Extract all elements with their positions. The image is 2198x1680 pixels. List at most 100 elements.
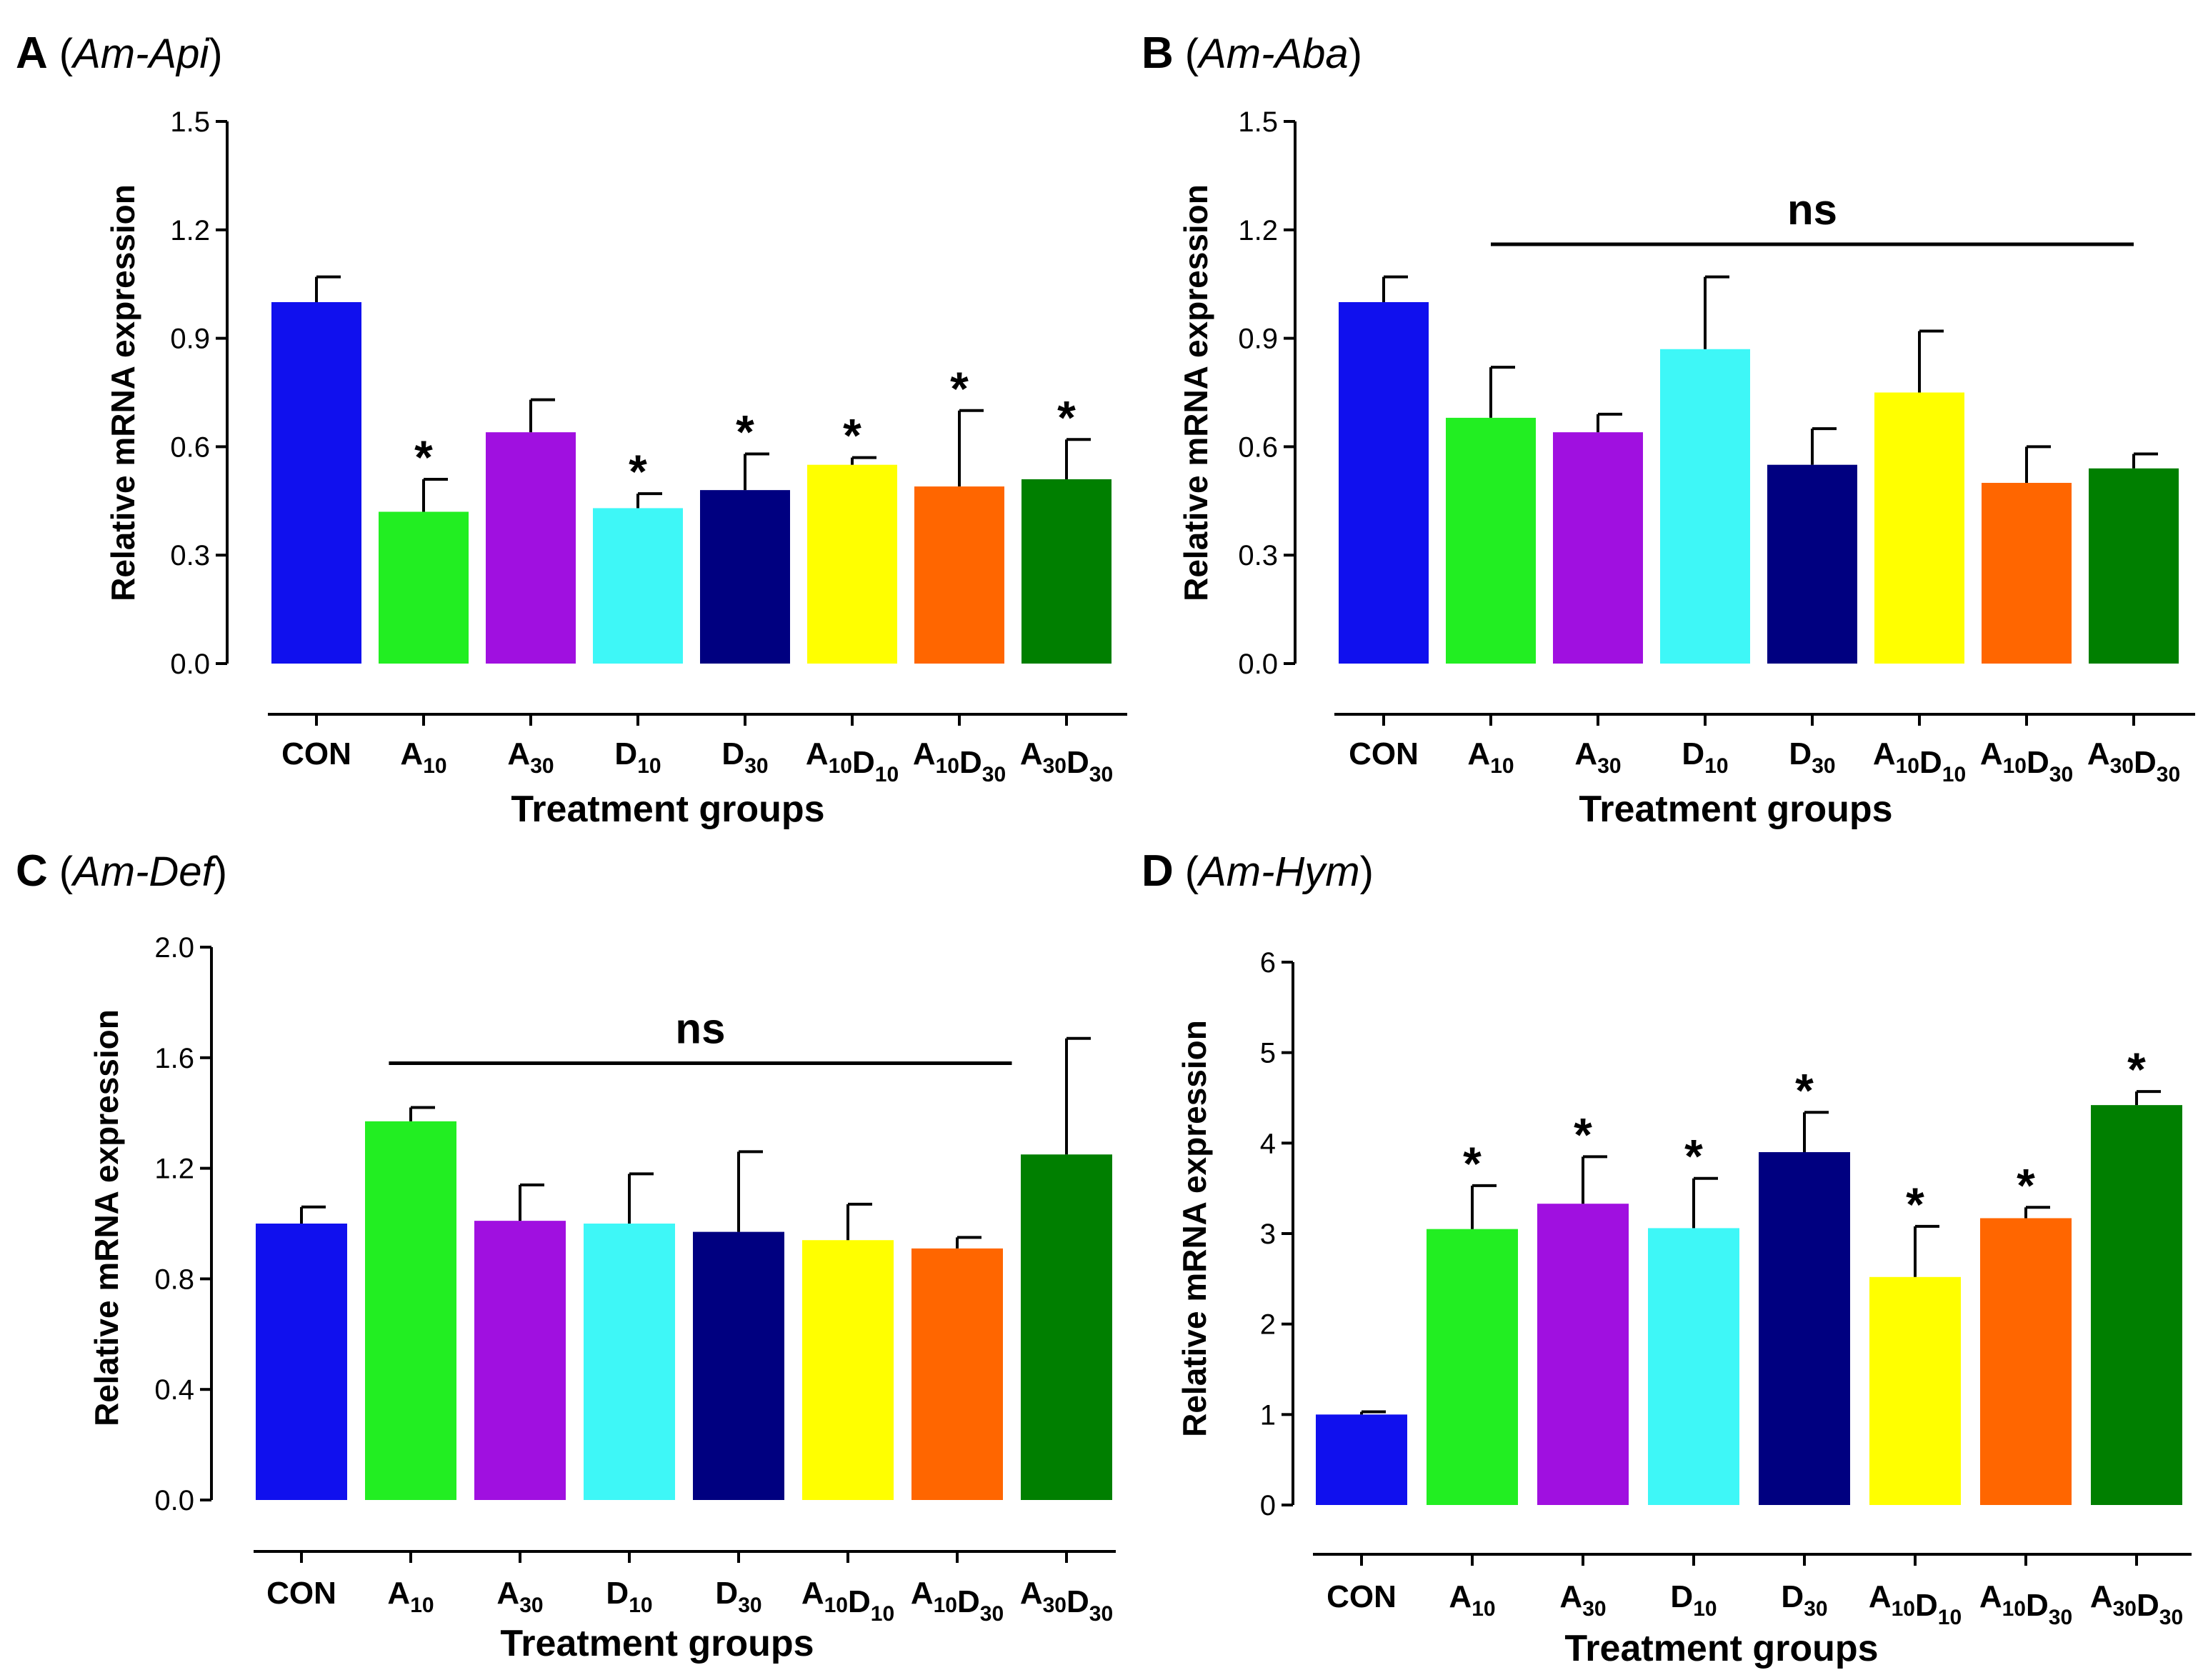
y-tick-label: 2 [1260, 1309, 1276, 1341]
panel-c: C (Am-Def) 0.0 0.4 0.8 1.2 1.6 2.0 Relative mRNA… [16, 846, 1116, 1664]
x-tick-label: A10D30 [911, 1576, 1004, 1626]
x-tick-label: A10D30 [1980, 736, 2073, 786]
bar-a10d10 [802, 1240, 894, 1500]
x-axis-label: Treatment groups [500, 1623, 814, 1664]
bar-d10 [584, 1224, 675, 1500]
y-tick-label: 1.2 [154, 1154, 194, 1185]
panel-letter: C [16, 846, 48, 896]
bar-d10 [1660, 349, 1750, 664]
bar-a30 [1537, 1204, 1629, 1505]
panel-d: D (Am-Hym) 0 1 2 3 4 5 6 Relative mRNA expression… [1142, 846, 2192, 1669]
y-tick-label: 1.2 [1238, 215, 1278, 246]
x-tick-label: A10D10 [801, 1576, 894, 1626]
y-tick-label: 1.5 [1238, 106, 1278, 138]
bar-a10 [379, 511, 469, 664]
y-tick-label: 0.8 [154, 1264, 194, 1295]
y-tick-label: 6 [1260, 947, 1276, 979]
bar-a30d30 [1021, 479, 1112, 664]
x-tick-label: D10 [614, 736, 661, 778]
bar-a30d30 [2089, 468, 2179, 664]
x-tick-label: A30D30 [1020, 1576, 1113, 1626]
panel-a: A (Am-Api) 0.0 0.3 0.6 0.9 1.2 1.5 Relative mRNA… [16, 29, 1127, 830]
x-tick-label: A10 [400, 736, 446, 778]
panel-b: B (Am-Aba) 0.0 0.3 0.6 0.9 1.2 1.5 Relative mRNA… [1142, 29, 2195, 830]
x-tick-label: D10 [1682, 736, 1728, 778]
y-tick-label: 1.2 [170, 215, 210, 246]
y-tick-label: 0.9 [1238, 324, 1278, 355]
significance-star: * [1463, 1137, 1482, 1190]
x-axis-label: Treatment groups [1579, 789, 1892, 830]
bar-d30 [700, 490, 790, 664]
panel-letter: D [1142, 846, 1174, 896]
bar-a10 [1446, 417, 1536, 664]
y-tick-label: 5 [1260, 1038, 1276, 1069]
bar-con [1339, 302, 1429, 664]
bar-con [256, 1224, 347, 1500]
x-tick-label: D30 [1781, 1579, 1827, 1621]
bar-a10d10 [807, 464, 897, 664]
y-tick-label: 0.0 [154, 1485, 194, 1516]
significance-star: * [2017, 1159, 2035, 1211]
significance-star: * [1574, 1108, 1592, 1161]
y-axis-label: Relative mRNA expression [104, 184, 141, 601]
ns-label: ns [675, 1005, 725, 1053]
x-tick-label: A10D10 [1873, 736, 1966, 786]
y-tick-label: 0.3 [1238, 540, 1278, 571]
x-tick-label: CON [281, 736, 351, 771]
significance-star: * [1684, 1130, 1703, 1183]
bar-a10 [365, 1121, 456, 1500]
significance-star: * [950, 362, 969, 415]
x-tick-label: A10D30 [1979, 1579, 2072, 1629]
bar-a10d30 [1980, 1218, 2072, 1505]
y-tick-label: 1 [1260, 1399, 1276, 1431]
y-tick-label: 0.6 [170, 431, 210, 463]
bar-d10 [1648, 1228, 1739, 1505]
x-tick-label: A10D10 [806, 736, 899, 786]
y-tick-label: 0.3 [170, 540, 210, 571]
x-tick-label: A30 [507, 736, 554, 778]
gene-name: Am-Aba [1197, 31, 1349, 77]
y-tick-label: 0 [1260, 1490, 1276, 1521]
x-tick-label: A10D10 [1869, 1579, 1962, 1629]
panel-letter: B [1142, 29, 1174, 78]
significance-star: * [1795, 1064, 1814, 1116]
y-tick-label: 0.9 [170, 324, 210, 355]
significance-star: * [843, 409, 861, 462]
bar-a10 [1427, 1229, 1518, 1505]
x-tick-label: CON [1349, 736, 1419, 771]
y-tick-label: 0.0 [170, 649, 210, 680]
y-tick-label: 3 [1260, 1219, 1276, 1250]
x-tick-label: CON [1327, 1579, 1397, 1614]
significance-star: * [1906, 1178, 1924, 1231]
significance-star: * [1057, 391, 1076, 444]
x-tick-label: A10 [1467, 736, 1514, 778]
x-axis-label: Treatment groups [511, 789, 824, 830]
y-tick-label: 2.0 [154, 932, 194, 964]
x-tick-label: D10 [606, 1576, 652, 1617]
x-tick-label: D30 [715, 1576, 761, 1617]
y-tick-label: 0.6 [1238, 431, 1278, 463]
y-axis-label: Relative mRNA expression [1176, 1020, 1213, 1437]
x-tick-label: D30 [1789, 736, 1835, 778]
bar-d30 [693, 1231, 784, 1500]
x-tick-label: A30D30 [1020, 736, 1113, 786]
gene-name: Am-Hym [1197, 849, 1360, 895]
x-tick-label: A30D30 [2087, 736, 2180, 786]
significance-star: * [414, 431, 433, 484]
significance-star: * [2127, 1043, 2146, 1096]
panel-title: A (Am-Api) [16, 29, 223, 78]
x-tick-label: A10D30 [913, 736, 1006, 786]
significance-star: * [736, 406, 754, 459]
y-axis-label: Relative mRNA expression [1177, 184, 1214, 601]
y-tick-label: 0.4 [154, 1374, 194, 1406]
x-tick-label: CON [266, 1576, 336, 1611]
ns-label: ns [1787, 186, 1837, 234]
x-tick-label: A30 [1559, 1579, 1606, 1621]
panel-title: D (Am-Hym) [1142, 846, 1374, 896]
gene-name: Am-Def [71, 849, 217, 895]
x-tick-label: D10 [1670, 1579, 1717, 1621]
y-axis-label: Relative mRNA expression [88, 1009, 125, 1426]
panel-title: B (Am-Aba) [1142, 29, 1362, 78]
bar-a30 [1553, 432, 1643, 664]
